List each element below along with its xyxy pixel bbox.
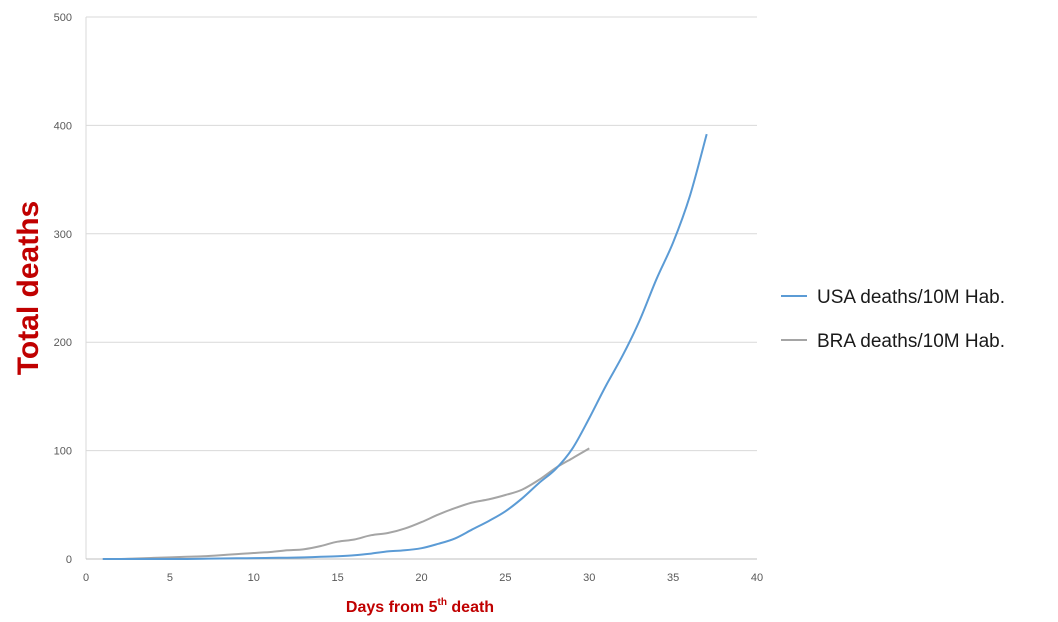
x-tick-label: 0 xyxy=(83,572,89,584)
x-axis-label-end: death xyxy=(447,599,494,616)
y-tick-label: 0 xyxy=(66,554,72,566)
x-tick-label: 15 xyxy=(332,572,344,584)
y-tick-label: 500 xyxy=(54,12,72,24)
x-tick-label: 30 xyxy=(583,572,595,584)
y-tick-label: 100 xyxy=(54,446,72,458)
x-tick-labels: 0 5 10 15 20 25 30 35 40 xyxy=(83,572,763,584)
x-tick-label: 25 xyxy=(499,572,511,584)
gridlines xyxy=(86,16,757,452)
y-tick-label: 200 xyxy=(54,337,72,349)
legend: USA deaths/10M Hab. BRA deaths/10M Hab. xyxy=(781,287,1005,352)
legend-item-usa: USA deaths/10M Hab. xyxy=(781,287,1005,308)
x-axis-label-superscript: th xyxy=(438,597,447,608)
x-tick-label: 10 xyxy=(248,572,260,584)
legend-item-bra: BRA deaths/10M Hab. xyxy=(781,331,1005,352)
legend-label-usa: USA deaths/10M Hab. xyxy=(817,287,1005,308)
x-axis-label: Days from 5th death xyxy=(346,597,494,616)
x-tick-label: 35 xyxy=(667,572,679,584)
y-tick-label: 400 xyxy=(54,120,72,132)
y-axis-label: Total deaths xyxy=(12,201,45,375)
x-tick-label: 5 xyxy=(167,572,173,584)
series-line-usa xyxy=(102,133,708,561)
axes xyxy=(85,17,757,560)
series-line-bra xyxy=(102,447,590,561)
x-tick-label: 40 xyxy=(751,572,763,584)
legend-label-bra: BRA deaths/10M Hab. xyxy=(817,331,1005,352)
series-lines xyxy=(102,133,708,561)
y-tick-label: 300 xyxy=(54,229,72,241)
y-tick-labels: 0 100 200 300 400 500 xyxy=(54,12,72,566)
x-tick-label: 20 xyxy=(415,572,427,584)
x-axis-label-main: Days from 5 xyxy=(346,599,438,616)
